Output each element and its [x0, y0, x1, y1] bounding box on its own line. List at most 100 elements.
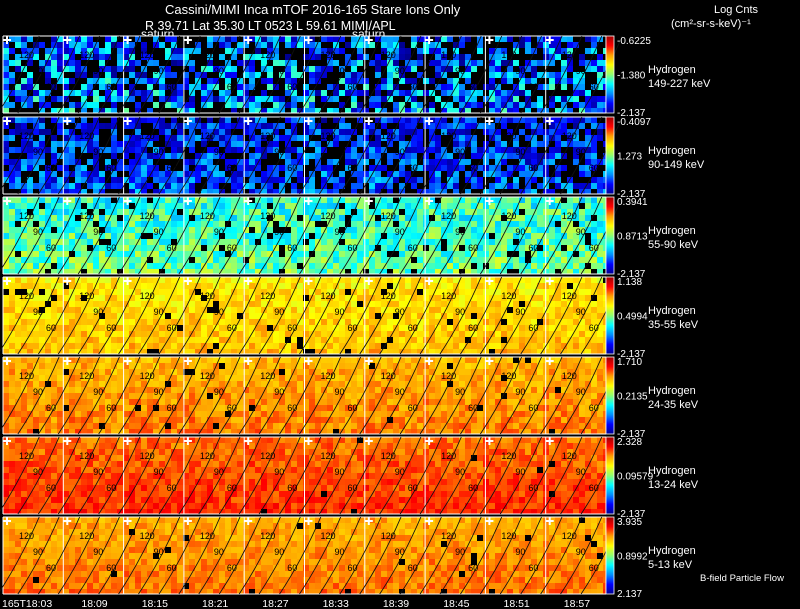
heat-cell — [9, 233, 15, 239]
heat-cell — [399, 36, 405, 42]
heat-cell — [531, 239, 537, 245]
heat-cell — [243, 141, 249, 147]
heat-cell — [567, 233, 573, 239]
heat-cell — [273, 269, 279, 274]
heat-cell — [303, 189, 309, 194]
heat-cell — [459, 295, 465, 301]
heat-cell — [15, 54, 21, 60]
heat-cell — [405, 245, 411, 251]
heat-cell — [369, 42, 375, 48]
heat-cell — [345, 227, 351, 233]
heat-cell — [357, 313, 363, 319]
heat-cell — [147, 189, 153, 194]
heat-cell — [351, 301, 357, 307]
heat-cell — [447, 153, 453, 159]
heat-cell — [159, 227, 165, 233]
heat-cell — [237, 251, 243, 257]
heat-cell — [591, 177, 597, 183]
heat-cell — [465, 239, 471, 245]
heat-cell — [171, 117, 177, 123]
heat-cell — [477, 96, 483, 102]
contour-line — [319, 35, 361, 114]
heat-cell — [501, 60, 507, 66]
heat-cell — [165, 269, 171, 274]
heat-cell — [231, 171, 237, 177]
heat-cell — [195, 215, 201, 221]
heat-cell — [87, 141, 93, 147]
heat-cell — [525, 283, 531, 289]
heat-cell — [45, 96, 51, 102]
heat-cell — [309, 189, 315, 194]
heat-cell — [405, 257, 411, 263]
heat-cell — [111, 141, 117, 147]
heat-cell — [165, 283, 171, 289]
heat-cell — [261, 313, 267, 319]
heat-cell — [165, 301, 171, 307]
heat-cell — [21, 197, 27, 203]
heat-cell — [411, 60, 417, 66]
heat-cell — [411, 203, 417, 209]
heat-cell — [261, 84, 267, 90]
heat-cell — [243, 171, 249, 177]
heat-cell — [99, 90, 105, 96]
heat-cell — [9, 96, 15, 102]
heat-cell — [189, 269, 195, 274]
heat-cell — [195, 90, 201, 96]
heat-cell — [81, 319, 87, 325]
frame-marker — [3, 200, 11, 202]
heat-cell — [351, 60, 357, 66]
heat-cell — [21, 159, 27, 165]
contour-label: 90 — [274, 147, 284, 157]
heat-cell — [561, 233, 567, 239]
heat-cell — [411, 66, 417, 72]
heat-cell — [231, 36, 237, 42]
heat-cell — [393, 123, 399, 129]
heat-cell — [213, 245, 219, 251]
heat-cell — [87, 183, 93, 189]
heat-cell — [177, 78, 183, 84]
heat-cell — [273, 108, 279, 113]
heat-cell — [267, 289, 273, 295]
heat-cell — [249, 245, 255, 251]
heat-cell — [69, 257, 75, 263]
heat-cell — [93, 215, 99, 221]
heat-cell — [381, 307, 387, 313]
heat-cell — [345, 108, 351, 113]
heat-cell — [537, 96, 543, 102]
heat-cell — [339, 48, 345, 54]
heat-cell — [387, 233, 393, 239]
heat-cell — [501, 123, 507, 129]
heat-cell — [15, 78, 21, 84]
heat-cell — [99, 84, 105, 90]
heat-cell — [567, 48, 573, 54]
heat-cell — [303, 183, 309, 189]
heat-cell — [267, 159, 273, 165]
heat-cell — [279, 307, 285, 313]
heat-cell — [387, 239, 393, 245]
heat-cell — [135, 96, 141, 102]
heat-cell — [141, 289, 147, 295]
heat-cell — [327, 165, 333, 171]
contour-label: 60 — [348, 82, 358, 92]
heat-cell — [369, 177, 375, 183]
heat-cell — [399, 165, 405, 171]
heat-cell — [591, 42, 597, 48]
heat-cell — [411, 269, 417, 274]
heat-cell — [159, 54, 165, 60]
heat-cell — [147, 263, 153, 269]
heat-cell — [417, 251, 423, 257]
heat-cell — [453, 251, 459, 257]
heat-cell — [327, 283, 333, 289]
heat-cell — [21, 54, 27, 60]
heat-cell — [309, 129, 315, 135]
heat-cell — [129, 60, 135, 66]
heat-cell — [159, 263, 165, 269]
heat-cell — [483, 313, 489, 319]
heat-cell — [9, 301, 15, 307]
heat-cell — [27, 209, 33, 215]
heat-cell — [303, 203, 309, 209]
heat-cell — [183, 177, 189, 183]
contour-label: 120 — [140, 211, 155, 221]
heat-cell — [33, 277, 39, 283]
